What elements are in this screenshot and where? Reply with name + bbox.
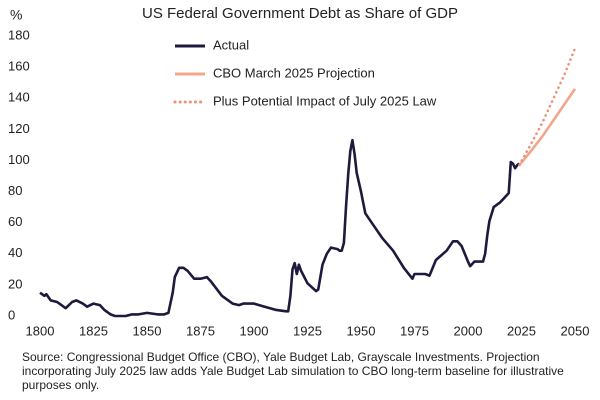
line (518, 88, 577, 166)
y-tick-label: 140 (8, 90, 30, 105)
x-tick-label: 1925 (293, 323, 322, 338)
y-tick-label: 20 (8, 276, 22, 291)
x-tick-label: 1850 (133, 323, 162, 338)
y-tick-label: 0 (8, 307, 15, 322)
x-tick-label: 1825 (79, 323, 108, 338)
legend-label: Plus Potential Impact of July 2025 Law (213, 93, 437, 108)
legend-label: Actual (213, 37, 249, 52)
chart-title: US Federal Government Debt as Share of G… (142, 5, 458, 22)
x-tick-label: 2000 (454, 323, 483, 338)
y-tick-label: 180 (8, 27, 30, 42)
x-tick-label: 1900 (240, 323, 269, 338)
x-tick-label: 2025 (507, 323, 536, 338)
x-tick-label: 1875 (186, 323, 215, 338)
y-tick-label: 100 (8, 152, 30, 167)
legend-label: CBO March 2025 Projection (213, 65, 375, 80)
x-tick-label: 1800 (26, 323, 55, 338)
y-tick-label: 40 (8, 245, 22, 260)
x-tick-label: 1950 (347, 323, 376, 338)
y-tick-label: 120 (8, 121, 30, 136)
y-tick-label: 80 (8, 183, 22, 198)
source-note: Source: Congressional Budget Office (CBO… (22, 350, 564, 392)
chart: US Federal Government Debt as Share of G… (8, 5, 590, 338)
x-tick-label: 2050 (561, 323, 590, 338)
line (518, 47, 577, 167)
line (39, 138, 521, 318)
y-tick-label: 160 (8, 59, 30, 74)
y-axis-label: % (10, 7, 22, 23)
x-tick-label: 1975 (400, 323, 429, 338)
y-tick-label: 60 (8, 214, 22, 229)
